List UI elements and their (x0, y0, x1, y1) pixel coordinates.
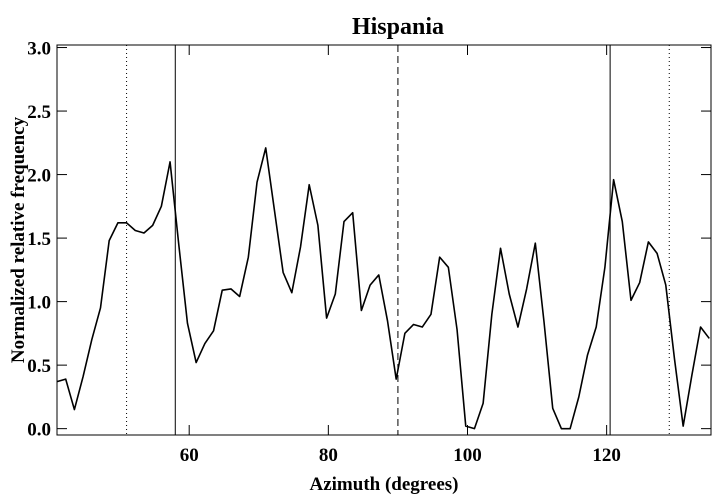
y-tick-label: 1.5 (27, 229, 51, 250)
chart-title: Hispania (352, 14, 444, 40)
y-tick-label: 3.0 (27, 39, 51, 60)
data-line (56, 147, 710, 430)
x-tick-label: 100 (453, 445, 482, 466)
y-tick-label: 2.5 (27, 102, 51, 123)
x-tick-label: 120 (592, 445, 621, 466)
x-tick-label: 80 (319, 445, 338, 466)
y-tick-label: 0.5 (27, 356, 51, 377)
y-tick-label: 1.0 (27, 293, 51, 314)
y-axis-label: Normalized relative frequency (8, 116, 29, 363)
plot-frame (56, 44, 712, 436)
y-tick-label: 0.0 (27, 420, 51, 441)
x-axis-label: Azimuth (degrees) (310, 474, 459, 495)
x-tick-label: 60 (180, 445, 199, 466)
y-tick-label: 2.0 (27, 166, 51, 187)
